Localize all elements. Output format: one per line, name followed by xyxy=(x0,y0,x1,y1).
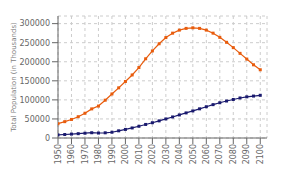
svg-text:250000: 250000 xyxy=(19,39,50,48)
svg-text:2050: 2050 xyxy=(189,144,198,164)
svg-text:1990: 1990 xyxy=(108,144,117,164)
svg-text:200000: 200000 xyxy=(19,58,50,67)
svg-text:2000: 2000 xyxy=(121,144,130,164)
svg-text:2090: 2090 xyxy=(242,144,251,164)
svg-text:1950: 1950 xyxy=(54,144,63,164)
svg-text:2060: 2060 xyxy=(202,144,211,164)
svg-text:50000: 50000 xyxy=(25,115,50,124)
svg-text:2030: 2030 xyxy=(162,144,171,164)
svg-text:2070: 2070 xyxy=(215,144,224,164)
svg-text:100000: 100000 xyxy=(19,96,50,105)
svg-text:0: 0 xyxy=(45,134,50,143)
svg-text:2080: 2080 xyxy=(229,144,238,164)
svg-text:Total Population (in Thousands: Total Population (in Thousands) xyxy=(10,22,18,133)
svg-text:1980: 1980 xyxy=(94,144,103,164)
svg-text:2100: 2100 xyxy=(256,144,265,164)
svg-text:300000: 300000 xyxy=(19,19,50,28)
svg-text:2020: 2020 xyxy=(148,144,157,164)
svg-text:1960: 1960 xyxy=(67,144,76,164)
svg-text:1970: 1970 xyxy=(81,144,90,164)
svg-text:2010: 2010 xyxy=(135,144,144,164)
svg-text:2040: 2040 xyxy=(175,144,184,164)
svg-text:150000: 150000 xyxy=(19,77,50,86)
